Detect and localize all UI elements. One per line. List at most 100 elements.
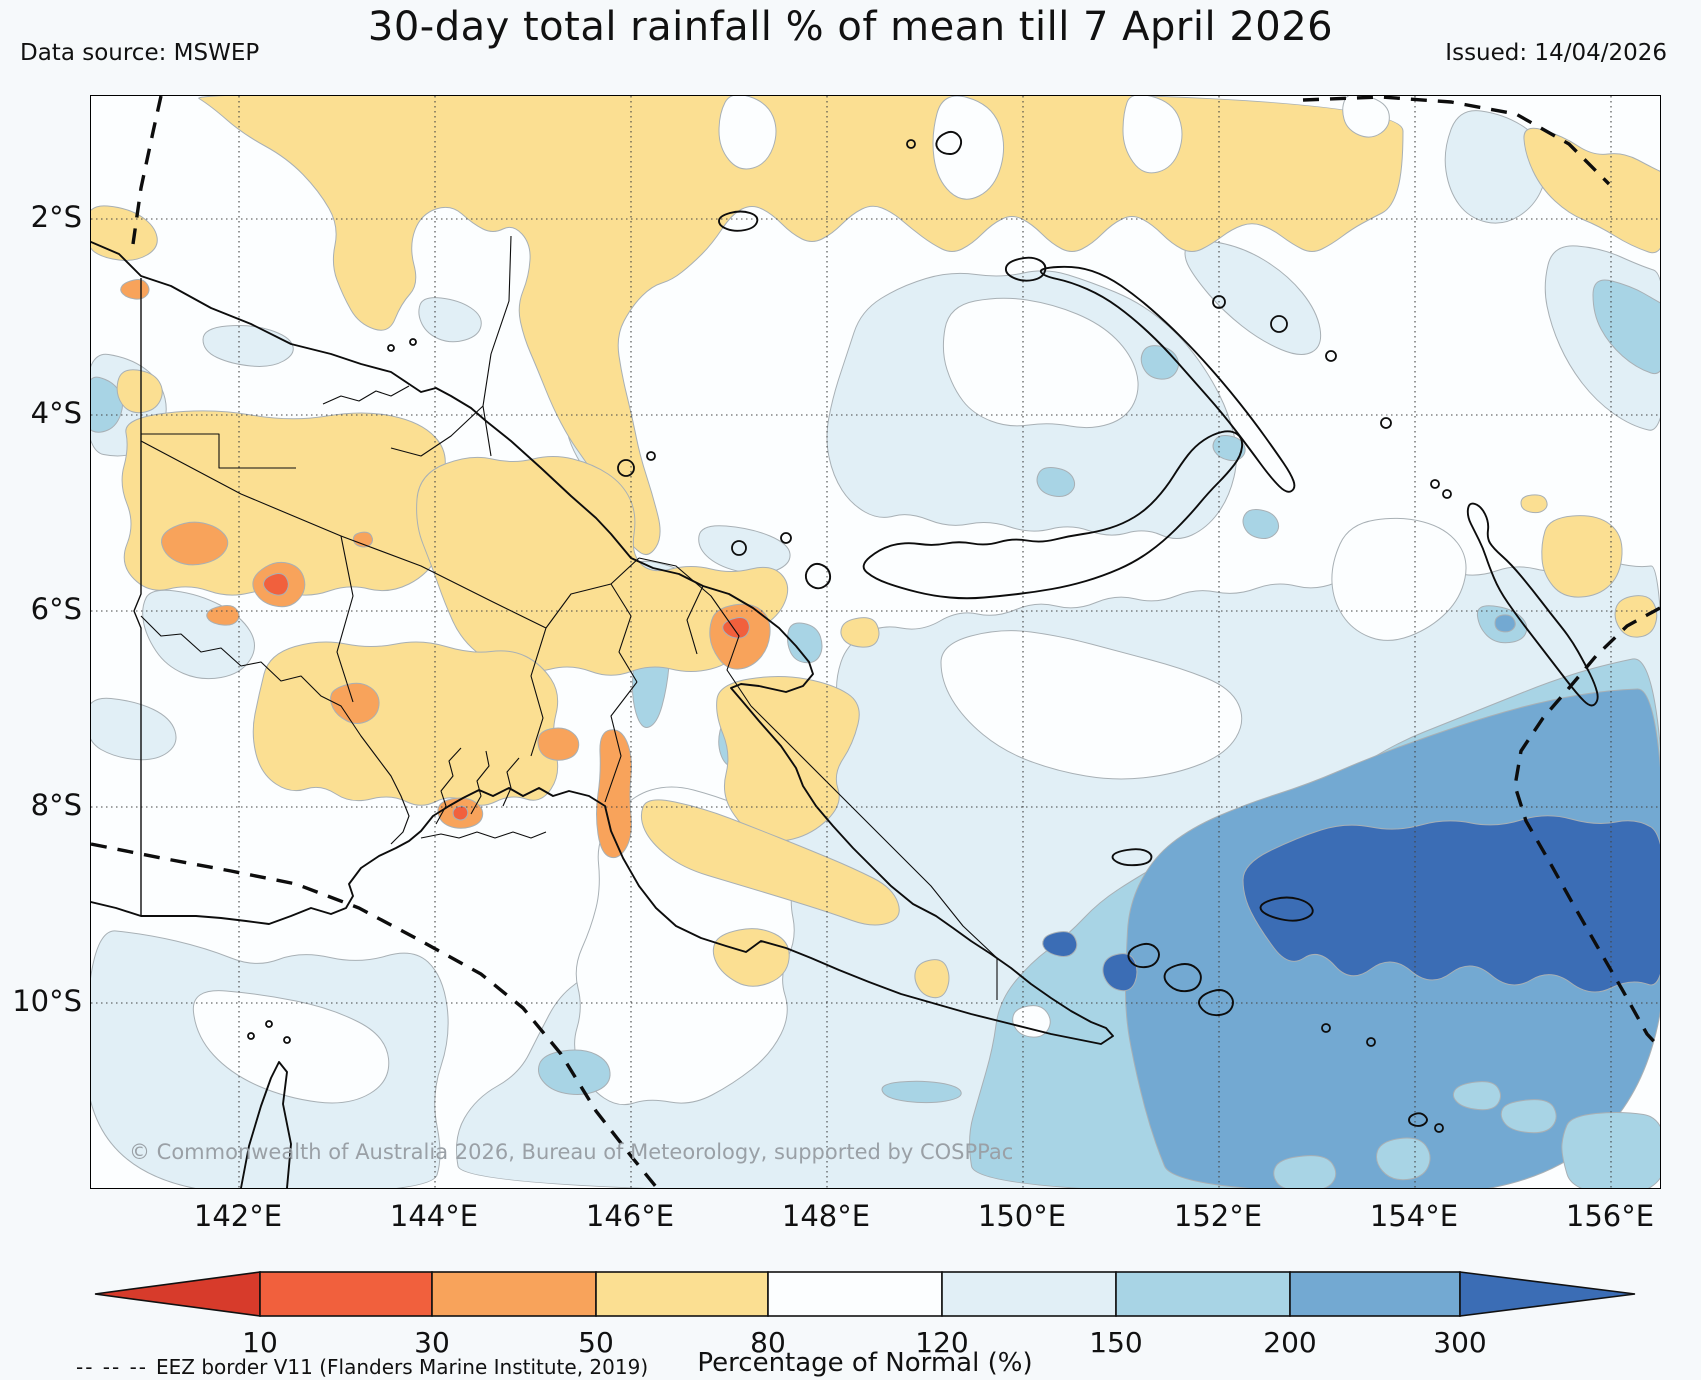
contour-region	[640, 799, 900, 926]
small-island	[1325, 350, 1337, 362]
contour-region	[1614, 595, 1658, 638]
contour-region	[1592, 279, 1660, 375]
legend-bin-150-200	[1115, 1271, 1291, 1317]
png-indonesia-border	[133, 278, 142, 916]
contour-region	[716, 676, 860, 842]
island-coastline	[1111, 848, 1153, 867]
small-island	[387, 344, 395, 352]
small-island	[247, 1032, 255, 1040]
province-border	[610, 583, 638, 683]
contour-region	[1036, 467, 1076, 497]
legend-tick-label: 30	[414, 1326, 450, 1359]
contour-region	[120, 279, 150, 300]
contour-region	[1102, 953, 1138, 992]
contour-region	[91, 697, 177, 761]
contour-region	[1212, 435, 1246, 462]
legend-bin-80-120	[767, 1271, 943, 1317]
province-border	[390, 405, 484, 457]
cape-york-coastline	[240, 1061, 292, 1188]
eez-border-line	[91, 842, 659, 1188]
legend-bin-30-50	[431, 1271, 597, 1317]
eez-note-text: EEZ border V11 (Flanders Marine Institut…	[156, 1355, 649, 1379]
province-border	[638, 557, 752, 707]
small-island	[1321, 1023, 1331, 1033]
coastlines-and-borders	[91, 130, 1599, 1188]
island-coastline	[1163, 963, 1202, 993]
island-coastline	[862, 430, 1244, 600]
legend-tick-label: 50	[578, 1326, 614, 1359]
contour-region	[1242, 815, 1660, 993]
legend-tick-label: 10	[242, 1326, 278, 1359]
contour-region	[452, 805, 469, 821]
legend-tick-label: 300	[1433, 1326, 1487, 1359]
island-coastline	[1127, 942, 1160, 969]
new-guinea-coastline	[91, 241, 1114, 1045]
delta-channel	[420, 831, 547, 839]
contour-region	[330, 682, 380, 724]
small-island	[1270, 315, 1288, 333]
delta-channel	[470, 750, 490, 815]
small-island	[1430, 479, 1440, 489]
island-coastline	[1198, 989, 1234, 1017]
province-border	[686, 585, 704, 655]
rainfall-map	[91, 96, 1660, 1188]
delta-channel	[435, 747, 462, 825]
contour-region	[596, 729, 632, 859]
lat-tick-label: 6°S	[30, 592, 82, 626]
legend-arrow-above-300	[1459, 1271, 1636, 1317]
sepik-river	[322, 385, 410, 405]
contour-region	[161, 521, 229, 566]
contour-region	[1520, 494, 1548, 514]
contour-region	[1273, 1155, 1337, 1188]
contour-region	[1242, 509, 1280, 539]
small-island	[906, 139, 916, 149]
lon-tick-label: 156°E	[1565, 1199, 1655, 1233]
island-coastline	[1004, 256, 1047, 282]
contour-region	[1523, 127, 1660, 254]
contour-region	[192, 990, 390, 1104]
legend-bin-10-30	[259, 1271, 433, 1317]
eez-dashed-borders	[91, 96, 1660, 1188]
contour-region	[840, 617, 880, 648]
legend-tick-label: 200	[1263, 1326, 1317, 1359]
contour-region	[418, 297, 482, 343]
legend-bin-50-80	[595, 1271, 769, 1317]
legend-bin-200-300	[1289, 1271, 1461, 1317]
contour-region	[881, 1080, 962, 1104]
contour-region	[537, 727, 580, 761]
province-border	[750, 705, 998, 1000]
lon-tick-label: 152°E	[1173, 1199, 1263, 1233]
lon-tick-label: 142°E	[193, 1199, 283, 1233]
contour-region	[116, 369, 163, 414]
contour-region	[352, 531, 374, 548]
lat-tick-label: 10°S	[12, 984, 82, 1018]
contour-region	[1376, 1137, 1431, 1181]
contour-region	[718, 96, 777, 170]
lon-tick-label: 144°E	[389, 1199, 479, 1233]
island-coastline	[1408, 1112, 1428, 1127]
map-panel: © Commonwealth of Australia 2026, Bureau…	[90, 95, 1661, 1189]
island-coastline	[804, 562, 832, 590]
copyright-watermark: © Commonwealth of Australia 2026, Bureau…	[129, 1140, 1014, 1164]
contour-region	[1541, 515, 1623, 598]
small-island	[617, 459, 635, 477]
legend-bin-120-150	[941, 1271, 1117, 1317]
eez-border-line	[1302, 96, 1611, 186]
legend-tick-label: 80	[750, 1326, 786, 1359]
lon-tick-label: 154°E	[1369, 1199, 1459, 1233]
eez-border-line	[1513, 606, 1660, 1050]
eez-dash-sample: -- -- --	[76, 1355, 149, 1379]
small-island	[1212, 295, 1226, 309]
contour-region	[91, 376, 124, 433]
legend-title: Percentage of Normal (%)	[697, 1348, 1033, 1378]
lon-tick-label: 148°E	[781, 1199, 871, 1233]
contour-region	[787, 622, 823, 664]
province-border	[604, 681, 638, 803]
contour-region	[1042, 931, 1078, 957]
legend-tick-label: 120	[915, 1326, 969, 1359]
contour-region	[202, 325, 294, 367]
island-coastline	[935, 130, 963, 155]
lon-tick-label: 150°E	[977, 1199, 1067, 1233]
contour-region	[1012, 1005, 1051, 1038]
